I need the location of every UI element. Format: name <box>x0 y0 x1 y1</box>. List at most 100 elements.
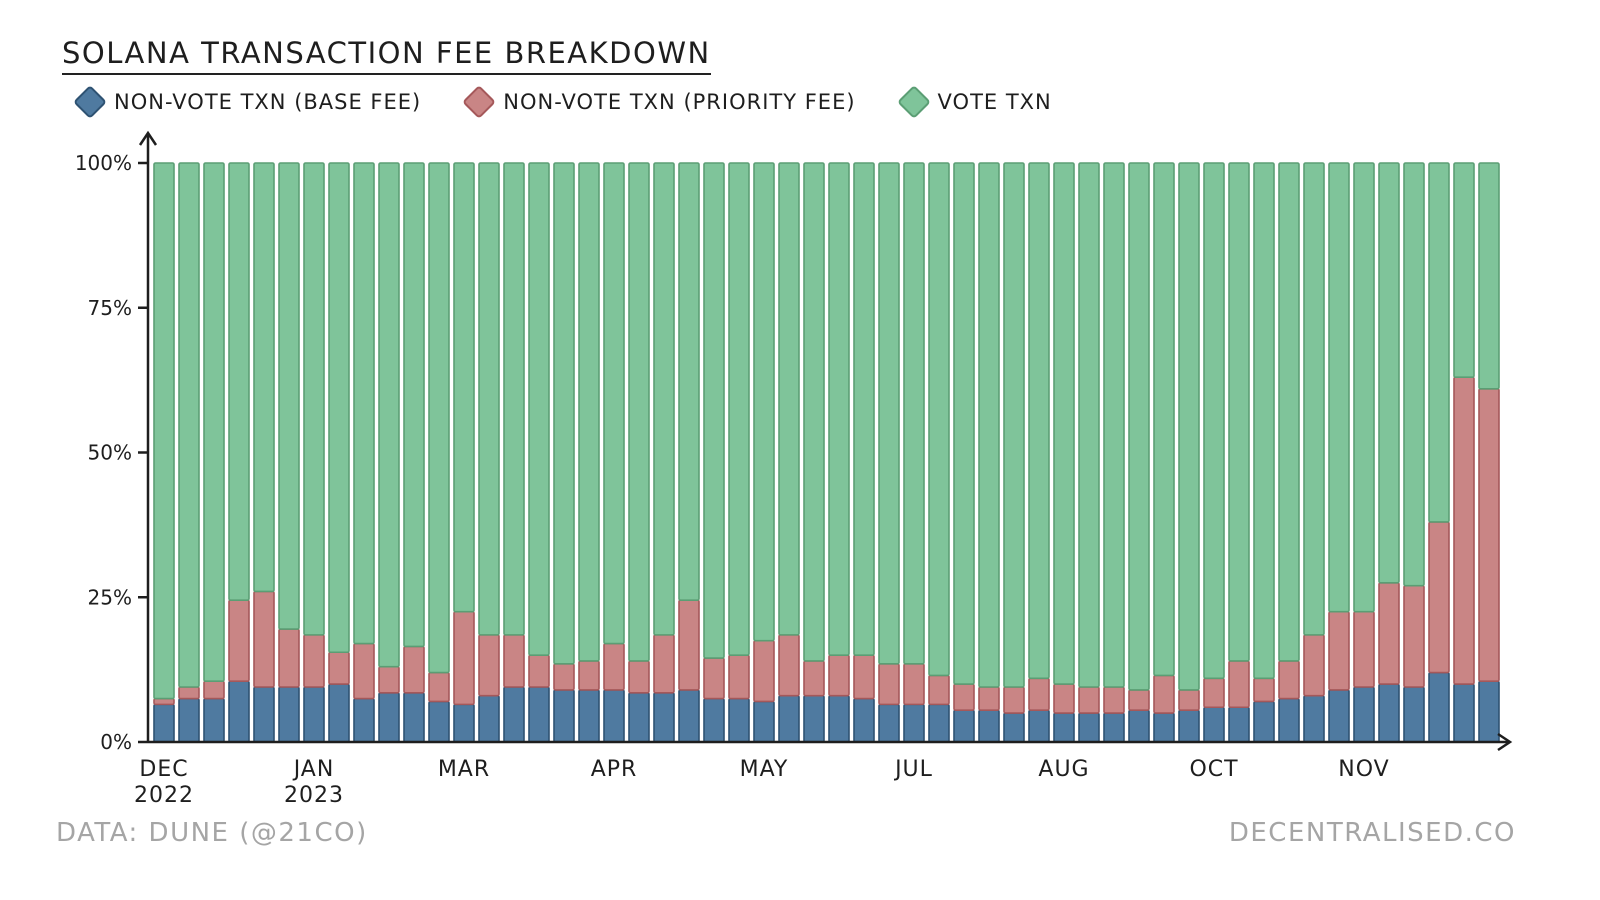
bar-vote-16 <box>553 162 575 665</box>
bar-vote-18 <box>603 162 625 645</box>
bar-priority-fee-53 <box>1478 388 1500 683</box>
bar-base-fee-12 <box>453 703 475 743</box>
bar-vote-44 <box>1253 162 1275 680</box>
bar-base-fee-47 <box>1328 689 1350 743</box>
bar-vote-52 <box>1453 162 1475 379</box>
bar-priority-fee-29 <box>878 663 900 706</box>
bar-vote-47 <box>1328 162 1350 613</box>
y-tick-label-0: 0% <box>100 730 132 754</box>
bar-priority-fee-26 <box>803 660 825 697</box>
bar-vote-30 <box>903 162 925 665</box>
bar-vote-53 <box>1478 162 1500 390</box>
bar-priority-fee-49 <box>1378 581 1400 685</box>
bar-base-fee-48 <box>1353 686 1375 743</box>
bar-vote-39 <box>1128 162 1150 691</box>
bar-priority-fee-5 <box>278 628 300 688</box>
bar-priority-fee-25 <box>778 634 800 697</box>
bar-base-fee-4 <box>253 686 275 743</box>
y-tick-label-1: 25% <box>88 585 132 609</box>
bar-base-fee-34 <box>1003 712 1025 743</box>
bar-priority-fee-9 <box>378 665 400 694</box>
bar-priority-fee-34 <box>1003 686 1025 714</box>
bar-priority-fee-13 <box>478 634 500 697</box>
bar-priority-fee-27 <box>828 654 850 697</box>
bar-vote-51 <box>1428 162 1450 523</box>
bar-vote-40 <box>1153 162 1175 677</box>
bar-base-fee-0 <box>153 703 175 743</box>
bar-priority-fee-48 <box>1353 610 1375 688</box>
bar-base-fee-15 <box>528 686 550 743</box>
bar-base-fee-41 <box>1178 709 1200 743</box>
bar-priority-fee-44 <box>1253 677 1275 703</box>
bar-vote-8 <box>353 162 375 645</box>
bar-base-fee-30 <box>903 703 925 743</box>
bar-vote-23 <box>728 162 750 656</box>
x-year-label-1: 2023 <box>284 783 344 808</box>
bar-vote-17 <box>578 162 600 662</box>
bar-priority-fee-32 <box>953 683 975 711</box>
bar-vote-15 <box>528 162 550 656</box>
bar-priority-fee-16 <box>553 663 575 691</box>
bar-vote-35 <box>1028 162 1050 680</box>
bar-priority-fee-17 <box>578 660 600 691</box>
bar-vote-41 <box>1178 162 1200 691</box>
bar-base-fee-10 <box>403 691 425 743</box>
bar-vote-46 <box>1303 162 1325 636</box>
x-month-label-5: JUL <box>893 757 933 782</box>
bar-base-fee-50 <box>1403 686 1425 743</box>
bar-base-fee-25 <box>778 694 800 743</box>
bar-vote-36 <box>1053 162 1075 685</box>
bar-base-fee-44 <box>1253 700 1275 743</box>
bar-base-fee-53 <box>1478 680 1500 743</box>
x-month-label-4: MAY <box>740 757 789 782</box>
bar-vote-31 <box>928 162 950 677</box>
bar-priority-fee-43 <box>1228 660 1250 709</box>
bar-priority-fee-31 <box>928 674 950 706</box>
x-month-label-0: DEC <box>139 757 188 782</box>
legend-item-base-fee: NON-VOTE TXN (BASE FEE) <box>73 85 422 119</box>
legend-item-vote: VOTE TXN <box>896 85 1052 119</box>
chart-title: SOLANA TRANSACTION FEE BREAKDOWN <box>62 36 711 75</box>
bar-vote-33 <box>978 162 1000 688</box>
bar-vote-25 <box>778 162 800 636</box>
bar-priority-fee-6 <box>303 634 325 688</box>
bar-vote-1 <box>178 162 200 688</box>
bar-base-fee-35 <box>1028 709 1050 743</box>
bar-priority-fee-1 <box>178 686 200 700</box>
bar-base-fee-28 <box>853 697 875 743</box>
bar-base-fee-39 <box>1128 709 1150 743</box>
bar-priority-fee-45 <box>1278 660 1300 700</box>
bar-base-fee-20 <box>653 691 675 743</box>
legend-label-base-fee: NON-VOTE TXN (BASE FEE) <box>114 90 422 114</box>
bar-base-fee-17 <box>578 689 600 743</box>
bar-base-fee-49 <box>1378 683 1400 743</box>
x-month-label-7: OCT <box>1189 757 1238 782</box>
bar-priority-fee-3 <box>228 599 250 683</box>
bar-priority-fee-40 <box>1153 674 1175 714</box>
bar-base-fee-5 <box>278 686 300 743</box>
bar-vote-6 <box>303 162 325 636</box>
bar-priority-fee-8 <box>353 642 375 700</box>
bar-priority-fee-2 <box>203 680 225 700</box>
bar-priority-fee-52 <box>1453 376 1475 685</box>
data-source-note: DATA: DUNE (@21CO) <box>56 818 368 848</box>
legend-item-priority-fee: NON-VOTE TXN (PRIORITY FEE) <box>462 85 855 119</box>
x-month-label-6: AUG <box>1038 757 1089 782</box>
bar-vote-21 <box>678 162 700 601</box>
bar-vote-7 <box>328 162 350 654</box>
bar-priority-fee-38 <box>1103 686 1125 714</box>
bar-vote-22 <box>703 162 725 659</box>
bar-priority-fee-35 <box>1028 677 1050 711</box>
bar-priority-fee-0 <box>153 697 175 706</box>
bar-vote-20 <box>653 162 675 636</box>
bar-base-fee-36 <box>1053 712 1075 743</box>
bar-base-fee-13 <box>478 694 500 743</box>
bar-base-fee-14 <box>503 686 525 743</box>
bar-vote-49 <box>1378 162 1400 584</box>
bar-priority-fee-24 <box>753 639 775 703</box>
bar-base-fee-38 <box>1103 712 1125 743</box>
bar-priority-fee-15 <box>528 654 550 688</box>
bar-base-fee-22 <box>703 697 725 743</box>
bar-vote-45 <box>1278 162 1300 662</box>
bar-priority-fee-46 <box>1303 634 1325 697</box>
